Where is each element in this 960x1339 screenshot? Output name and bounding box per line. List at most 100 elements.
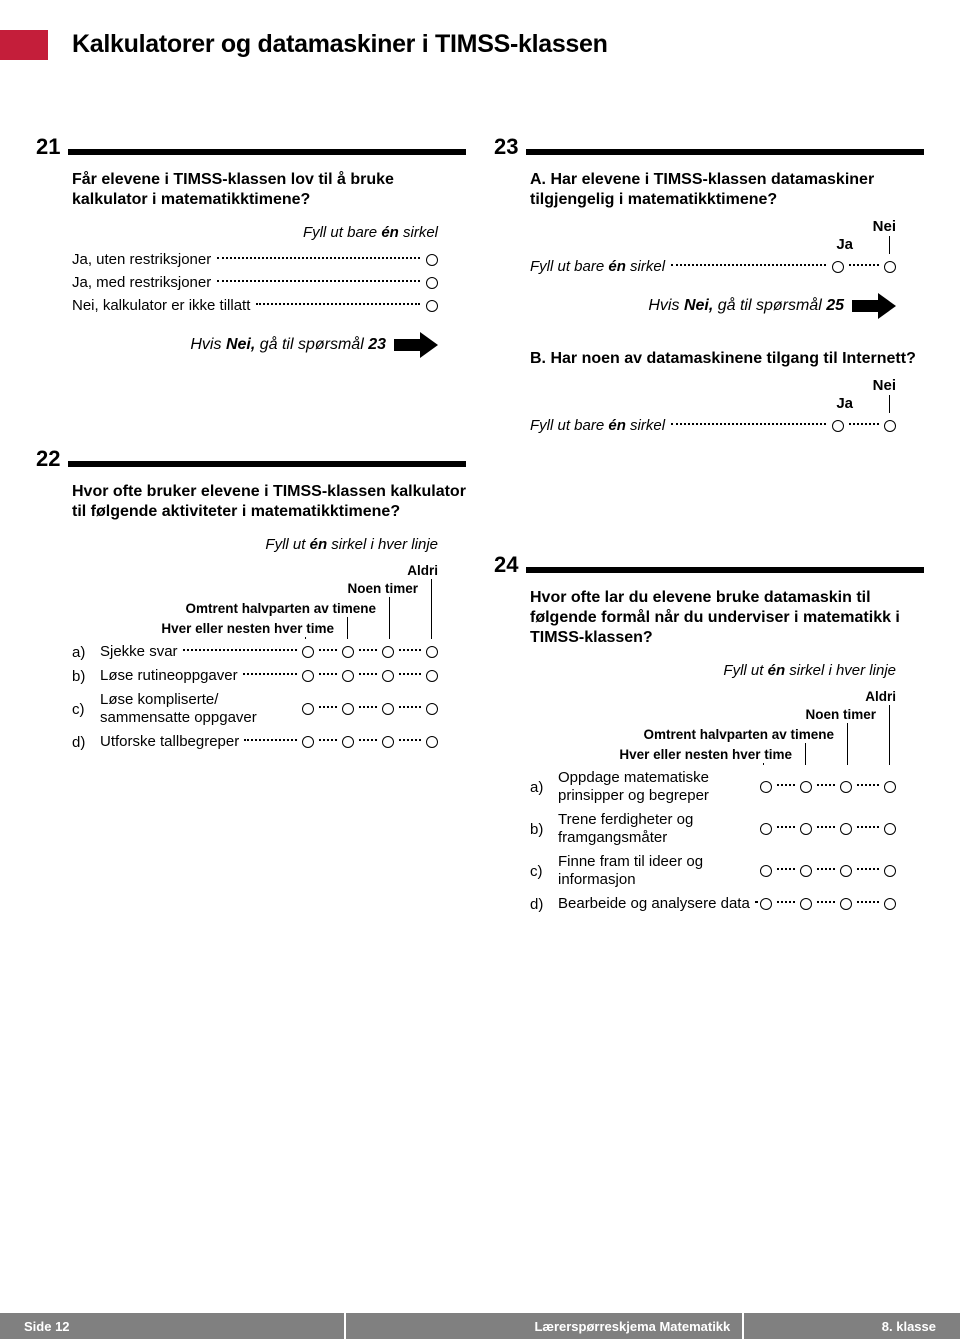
q21-skip-instruction: Hvis Nei, gå til spørsmål 23 <box>72 332 466 358</box>
q22-r1-c3-circle[interactable] <box>382 670 394 682</box>
q21-opt3-label: Nei, kalkulator er ikke tillatt <box>72 297 250 314</box>
q22-r3-c1-circle[interactable] <box>302 736 314 748</box>
leader-dots <box>399 739 421 741</box>
section-header: Kalkulatorer og datamaskiner i TIMSS-kla… <box>0 30 960 66</box>
nei-label: Nei <box>873 377 896 394</box>
q24-r2-c1-circle[interactable] <box>760 865 772 877</box>
q22-r0-c3-circle[interactable] <box>382 646 394 658</box>
q24-heading-row: 24 <box>494 554 924 576</box>
q22-r1-c4-circle[interactable] <box>426 670 438 682</box>
left-column: 21 Får elevene i TIMSS-klassen lov til å… <box>36 136 466 951</box>
footer-doc-title: Lærerspørreskjema Matematikk <box>346 1319 742 1334</box>
row-letter: a) <box>530 779 558 796</box>
q24-row-a: a)Oppdage matematiske prinsipper og begr… <box>530 769 924 805</box>
leader-dots <box>857 826 879 828</box>
q24-r3-c1-circle[interactable] <box>760 898 772 910</box>
q24-col2-label: Omtrent halvparten av timene <box>643 727 834 742</box>
q22-col3-label: Noen timer <box>347 581 418 596</box>
q22-r1-c2-circle[interactable] <box>342 670 354 682</box>
q22-r0-c4-circle[interactable] <box>426 646 438 658</box>
q24-r2-c2-circle[interactable] <box>800 865 812 877</box>
tick <box>763 763 764 765</box>
q24-r2-c4-circle[interactable] <box>884 865 896 877</box>
leader-dots <box>817 826 835 828</box>
q24-r1-c2-circle[interactable] <box>800 823 812 835</box>
q21-rule <box>68 149 466 155</box>
q22-text: Hvor ofte bruker elevene i TIMSS-klassen… <box>72 482 466 522</box>
q24-column-header: Aldri Noen timer Omtrent halvparten av t… <box>530 689 924 769</box>
q22-r2-c3-circle[interactable] <box>382 703 394 715</box>
q24-instruction: Fyll ut én sirkel i hver linje <box>530 662 924 679</box>
q21-instruction: Fyll ut bare én sirkel <box>72 224 466 241</box>
q22-r3-c3-circle[interactable] <box>382 736 394 748</box>
q22-r2-c4-circle[interactable] <box>426 703 438 715</box>
tick <box>889 395 890 413</box>
leader-dots <box>319 649 337 651</box>
q21-opt1-circle[interactable] <box>426 254 438 266</box>
q21-number: 21 <box>36 136 60 158</box>
row-label: Trene ferdigheter og framgangsmåter <box>558 811 750 847</box>
leader-dots <box>671 423 826 425</box>
q24-r0-c1-circle[interactable] <box>760 781 772 793</box>
q22-r0-c2-circle[interactable] <box>342 646 354 658</box>
q23b-ja-circle[interactable] <box>832 420 844 432</box>
leader-dots <box>849 264 879 266</box>
q22-col2-label: Omtrent halvparten av timene <box>185 601 376 616</box>
q24-row-c: c)Finne fram til ideer og informasjon <box>530 853 924 889</box>
q22-row-d: d)Utforske tallbegreper <box>72 733 466 751</box>
leader-dots <box>817 901 835 903</box>
q24-r0-c4-circle[interactable] <box>884 781 896 793</box>
tick <box>431 579 432 639</box>
q24-r0-c2-circle[interactable] <box>800 781 812 793</box>
q24-r1-c4-circle[interactable] <box>884 823 896 835</box>
leader-dots <box>857 784 879 786</box>
q24-col1-label: Hver eller nesten hver time <box>619 747 792 762</box>
leader-dots <box>244 739 297 741</box>
q24-r3-c2-circle[interactable] <box>800 898 812 910</box>
ja-label: Ja <box>836 236 853 253</box>
q24-r1-c1-circle[interactable] <box>760 823 772 835</box>
q22-r3-c4-circle[interactable] <box>426 736 438 748</box>
q23a-instr: Fyll ut bare én sirkel <box>530 258 665 275</box>
q23a-row: Fyll ut bare én sirkel <box>530 258 924 275</box>
leader-dots <box>399 673 421 675</box>
q23b-nei-circle[interactable] <box>884 420 896 432</box>
q22-rule <box>68 461 466 467</box>
q24-r1-c3-circle[interactable] <box>840 823 852 835</box>
q23-rule <box>526 149 924 155</box>
q22-r1-c1-circle[interactable] <box>302 670 314 682</box>
q24-r2-c3-circle[interactable] <box>840 865 852 877</box>
row-label: Bearbeide og analysere data <box>558 895 750 913</box>
leader-dots <box>399 649 421 651</box>
q22-r0-c1-circle[interactable] <box>302 646 314 658</box>
arrow-right-icon <box>394 332 438 358</box>
q21-opt3-circle[interactable] <box>426 300 438 312</box>
leader-dots <box>857 901 879 903</box>
q24-r0-c3-circle[interactable] <box>840 781 852 793</box>
q22-r2-c2-circle[interactable] <box>342 703 354 715</box>
q22-r3-c2-circle[interactable] <box>342 736 354 748</box>
q22-r2-c1-circle[interactable] <box>302 703 314 715</box>
q24-row-b: b)Trene ferdigheter og framgangsmåter <box>530 811 924 847</box>
leader-dots <box>319 673 337 675</box>
question-21: 21 Får elevene i TIMSS-klassen lov til å… <box>36 136 466 358</box>
arrow-right-icon <box>852 293 896 319</box>
q24-r3-c4-circle[interactable] <box>884 898 896 910</box>
row-label: Utforske tallbegreper <box>100 733 239 751</box>
leader-dots <box>849 423 879 425</box>
q21-opt2-circle[interactable] <box>426 277 438 289</box>
leader-dots <box>359 706 377 708</box>
row-letter: d) <box>530 896 558 913</box>
q21-text: Får elevene i TIMSS-klassen lov til å br… <box>72 170 466 210</box>
q23a-nei-circle[interactable] <box>884 261 896 273</box>
tick <box>389 597 390 639</box>
tick <box>889 705 890 765</box>
nei-label: Nei <box>873 218 896 235</box>
q23a-ja-circle[interactable] <box>832 261 844 273</box>
leader-dots <box>319 706 337 708</box>
row-label: Løse kompliserte/ sammensatte oppgaver <box>100 691 292 727</box>
leader-dots <box>319 739 337 741</box>
q24-r3-c3-circle[interactable] <box>840 898 852 910</box>
q23a-text: A. Har elevene i TIMSS-klassen datamaski… <box>530 170 924 210</box>
leader-dots <box>359 673 377 675</box>
